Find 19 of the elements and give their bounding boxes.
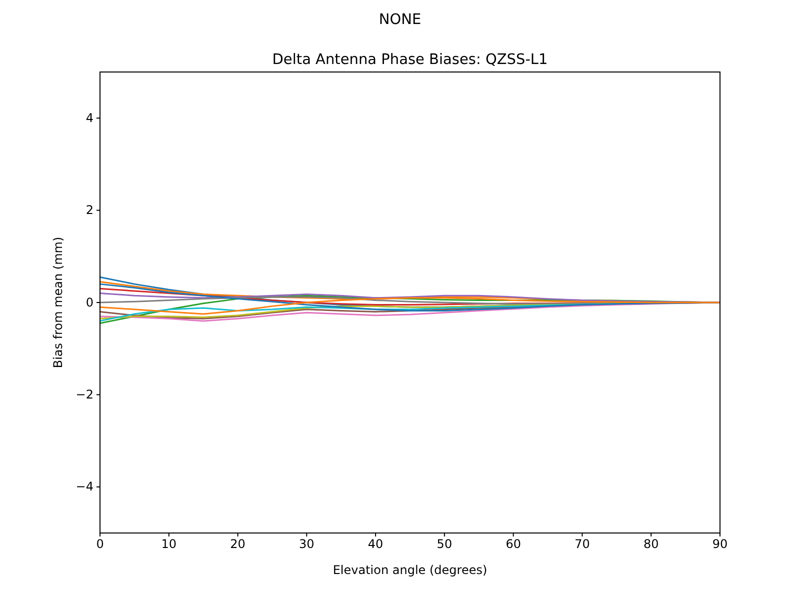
- x-tick-label: 10: [161, 537, 177, 552]
- x-tick-label: 90: [712, 537, 728, 552]
- y-tick-label: 4: [86, 110, 94, 125]
- y-tick-label: −4: [76, 480, 94, 494]
- chart-subtitle: NONE: [378, 12, 422, 28]
- x-tick-label: 80: [643, 537, 659, 552]
- y-tick-label: 0: [86, 295, 94, 310]
- x-tick-label: 20: [230, 537, 246, 552]
- x-tick-label: 60: [506, 537, 521, 552]
- chart-title: Delta Antenna Phase Biases: QZSS-L1: [272, 52, 548, 68]
- y-tick-label: 2: [86, 203, 94, 218]
- y-tick-label: −2: [76, 388, 94, 402]
- x-tick-label: 0: [96, 537, 104, 552]
- y-axis-title: Bias from mean (mm): [51, 236, 65, 368]
- x-axis-title: Elevation angle (degrees): [332, 563, 488, 577]
- x-tick-label: 50: [436, 537, 452, 552]
- x-tick-label: 40: [368, 537, 384, 552]
- x-tick-label: 70: [574, 537, 590, 552]
- x-tick-label: 30: [299, 537, 314, 552]
